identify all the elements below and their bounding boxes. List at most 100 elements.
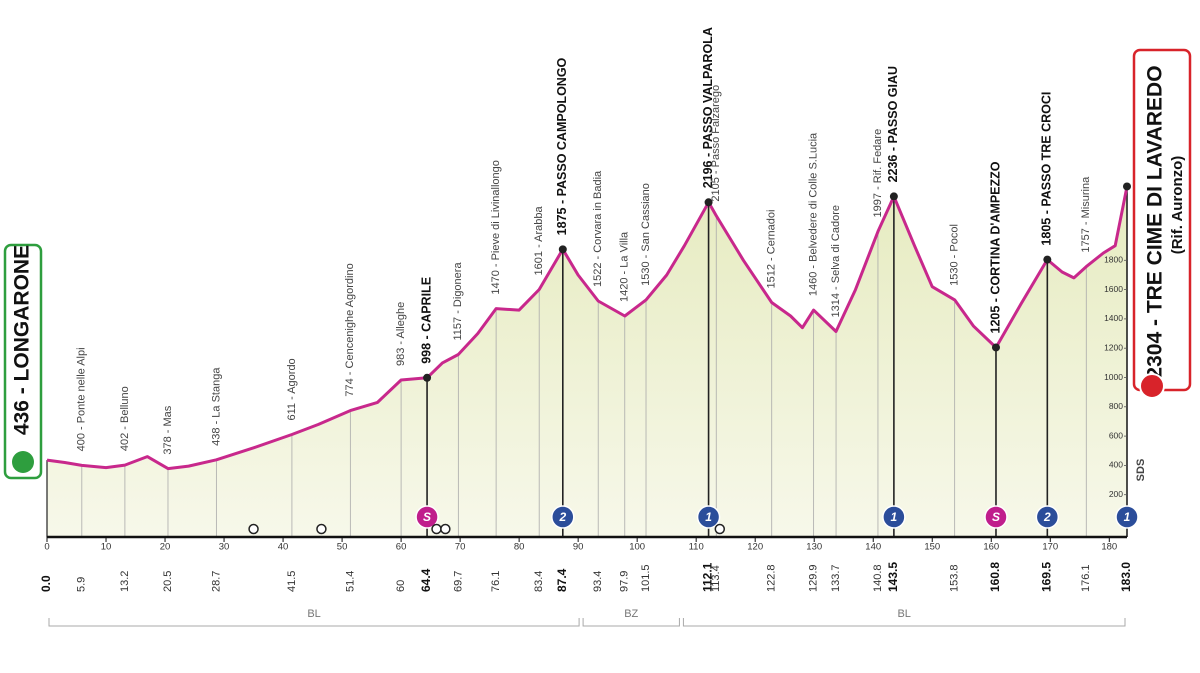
waypoint-label: 611 - Agordo bbox=[286, 358, 298, 420]
km-label: 5.9 bbox=[76, 577, 88, 592]
climb-badge-label: 1 bbox=[1124, 510, 1131, 524]
tunnel-icon bbox=[248, 523, 259, 535]
km-label: 176.1 bbox=[1080, 564, 1092, 592]
km-label: 0.0 bbox=[39, 575, 53, 592]
waypoint-dot bbox=[1043, 255, 1052, 264]
finish-sublabel: (Rif. Auronzo) bbox=[1169, 156, 1186, 255]
x-tick-label: 140 bbox=[865, 542, 881, 553]
km-label: 133.7 bbox=[830, 564, 842, 592]
km-label: 153.8 bbox=[949, 564, 961, 592]
km-label: 64.4 bbox=[419, 568, 433, 592]
waypoint-label: 1460 - Belvedere di Colle S.Lucia bbox=[808, 132, 820, 296]
waypoint-label: 1530 - Pocol bbox=[949, 224, 961, 286]
waypoint-label: 1805 - PASSO TRE CROCI bbox=[1040, 92, 1054, 246]
waypoint-label: 402 - Belluno bbox=[119, 386, 131, 451]
km-label: 20.5 bbox=[162, 571, 174, 592]
x-tick-label: 180 bbox=[1101, 542, 1117, 553]
region-label: BL bbox=[897, 608, 910, 620]
start-label: 436 - LONGARONE bbox=[11, 245, 34, 435]
x-tick-label: 10 bbox=[101, 542, 112, 553]
x-tick-label: 30 bbox=[219, 542, 230, 553]
waypoint-label: 1205 - CORTINA D'AMPEZZO bbox=[988, 161, 1002, 333]
waypoint-label: 998 - CAPRILE bbox=[419, 277, 433, 364]
climb-badge-label: 2 bbox=[1043, 510, 1051, 524]
region-label: BL bbox=[307, 608, 320, 620]
waypoint-label: 983 - Alleghe bbox=[395, 302, 407, 366]
km-label: 183.0 bbox=[1119, 562, 1133, 592]
waypoint-label: 1530 - San Cassiano bbox=[640, 183, 652, 286]
waypoint-label: 1997 - Rif. Fedare bbox=[872, 129, 884, 218]
km-label: 28.7 bbox=[210, 571, 222, 592]
y-tick-label: 1400 bbox=[1104, 313, 1123, 323]
climb-badge bbox=[882, 505, 906, 529]
x-tick-label: 160 bbox=[983, 542, 999, 553]
waypoint-label: 2105 - Passo Falzarego bbox=[710, 85, 722, 202]
km-label: 87.4 bbox=[555, 568, 569, 592]
km-label: 169.5 bbox=[1039, 562, 1053, 592]
region-bracket bbox=[582, 618, 680, 627]
waypoint-label: 1314 - Selva di Cadore bbox=[830, 205, 842, 318]
waypoint-label: 1757 - Misurina bbox=[1080, 176, 1092, 253]
x-tick-label: 20 bbox=[160, 542, 171, 553]
y-tick-label: 400 bbox=[1109, 460, 1123, 470]
climb-badge-label: S bbox=[992, 510, 1000, 524]
km-label: 76.1 bbox=[490, 571, 502, 592]
finish-label: 2304 - TRE CIME DI LAVAREDO bbox=[1144, 65, 1167, 378]
km-label: 51.4 bbox=[344, 571, 356, 592]
y-tick-label: 800 bbox=[1109, 401, 1123, 411]
region-label: BZ bbox=[624, 608, 638, 620]
tunnel-icon bbox=[316, 523, 327, 535]
km-label: 129.9 bbox=[808, 564, 820, 592]
waypoint-label: 400 - Ponte nelle Alpi bbox=[76, 347, 88, 451]
climb-badge-label: S bbox=[423, 510, 431, 524]
waypoint-label: 2236 - PASSO GIAU bbox=[886, 66, 900, 182]
km-label: 41.5 bbox=[286, 571, 298, 592]
waypoint-dot bbox=[889, 192, 898, 201]
region-bracket bbox=[48, 618, 580, 627]
y-tick-label: 1800 bbox=[1104, 255, 1123, 265]
x-tick-label: 130 bbox=[806, 542, 822, 553]
region-bracket bbox=[682, 618, 1126, 627]
finish-dot bbox=[1123, 182, 1131, 191]
km-label: 97.9 bbox=[619, 571, 631, 592]
km-label: 101.5 bbox=[640, 564, 652, 592]
x-tick-label: 150 bbox=[924, 542, 940, 553]
km-label: 83.4 bbox=[533, 571, 545, 592]
x-tick-label: 110 bbox=[689, 542, 704, 553]
y-tick-label: 200 bbox=[1109, 489, 1123, 499]
start-box bbox=[3, 243, 43, 480]
y-tick-label: 600 bbox=[1109, 430, 1123, 440]
x-tick-label: 170 bbox=[1042, 542, 1058, 553]
km-label: 113.4 bbox=[710, 565, 722, 592]
waypoint-label: 1875 - PASSO CAMPOLONGO bbox=[555, 57, 569, 235]
profile-fill bbox=[47, 186, 1127, 537]
km-label: 93.4 bbox=[592, 571, 604, 592]
x-tick-label: 0 bbox=[44, 542, 49, 553]
x-tick-label: 70 bbox=[455, 542, 466, 553]
waypoint-label: 1470 - Pieve di Livinallongo bbox=[490, 160, 502, 295]
km-label: 13.2 bbox=[119, 571, 131, 592]
waypoint-dot bbox=[423, 373, 432, 382]
waypoint-label: 1512 - Cernadoi bbox=[766, 210, 778, 289]
start-icon bbox=[12, 451, 34, 473]
x-tick-label: 40 bbox=[278, 542, 289, 553]
climb-badge bbox=[415, 505, 439, 529]
km-label: 122.8 bbox=[766, 564, 778, 592]
climb-badge bbox=[551, 505, 575, 529]
x-tick-label: 50 bbox=[337, 542, 348, 553]
waypoint-label: 1522 - Corvara in Badia bbox=[592, 170, 604, 287]
logo: SDS bbox=[1135, 459, 1147, 482]
waypoint-label: 2196 - PASSO VALPAROLA bbox=[701, 27, 715, 188]
km-label: 112.1 bbox=[701, 562, 715, 592]
waypoint-dot bbox=[558, 245, 567, 254]
km-label: 60 bbox=[395, 580, 407, 592]
km-label: 69.7 bbox=[452, 571, 464, 592]
x-tick-label: 120 bbox=[747, 542, 763, 553]
waypoint-label: 1420 - La Villa bbox=[619, 231, 631, 302]
y-tick-label: 1600 bbox=[1104, 284, 1123, 294]
km-label: 140.8 bbox=[872, 564, 884, 592]
tunnel-icon bbox=[714, 523, 726, 535]
climb-badge-label: 1 bbox=[705, 510, 712, 524]
tunnel-icon bbox=[440, 523, 451, 535]
